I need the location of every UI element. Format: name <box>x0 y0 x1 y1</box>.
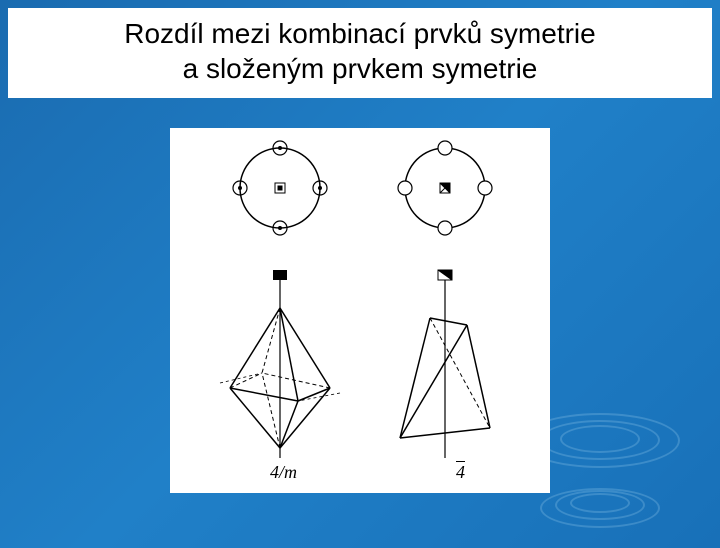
right-stereogram <box>398 141 492 235</box>
title-line-2: a složeným prvkem symetrie <box>183 53 538 84</box>
symmetry-diagrams <box>170 128 550 493</box>
left-stereogram <box>233 141 327 235</box>
diagram-container: 4/m 4 <box>170 128 550 493</box>
slide-title: Rozdíl mezi kombinací prvků symetrie a s… <box>38 16 682 86</box>
right-disphenoid <box>400 270 490 458</box>
title-container: Rozdíl mezi kombinací prvků symetrie a s… <box>8 8 712 98</box>
label-4-over-m: 4/m <box>270 462 297 483</box>
label-4-bar: 4 <box>456 462 465 483</box>
left-bipyramid <box>220 270 340 458</box>
title-line-1: Rozdíl mezi kombinací prvků symetrie <box>124 18 595 49</box>
